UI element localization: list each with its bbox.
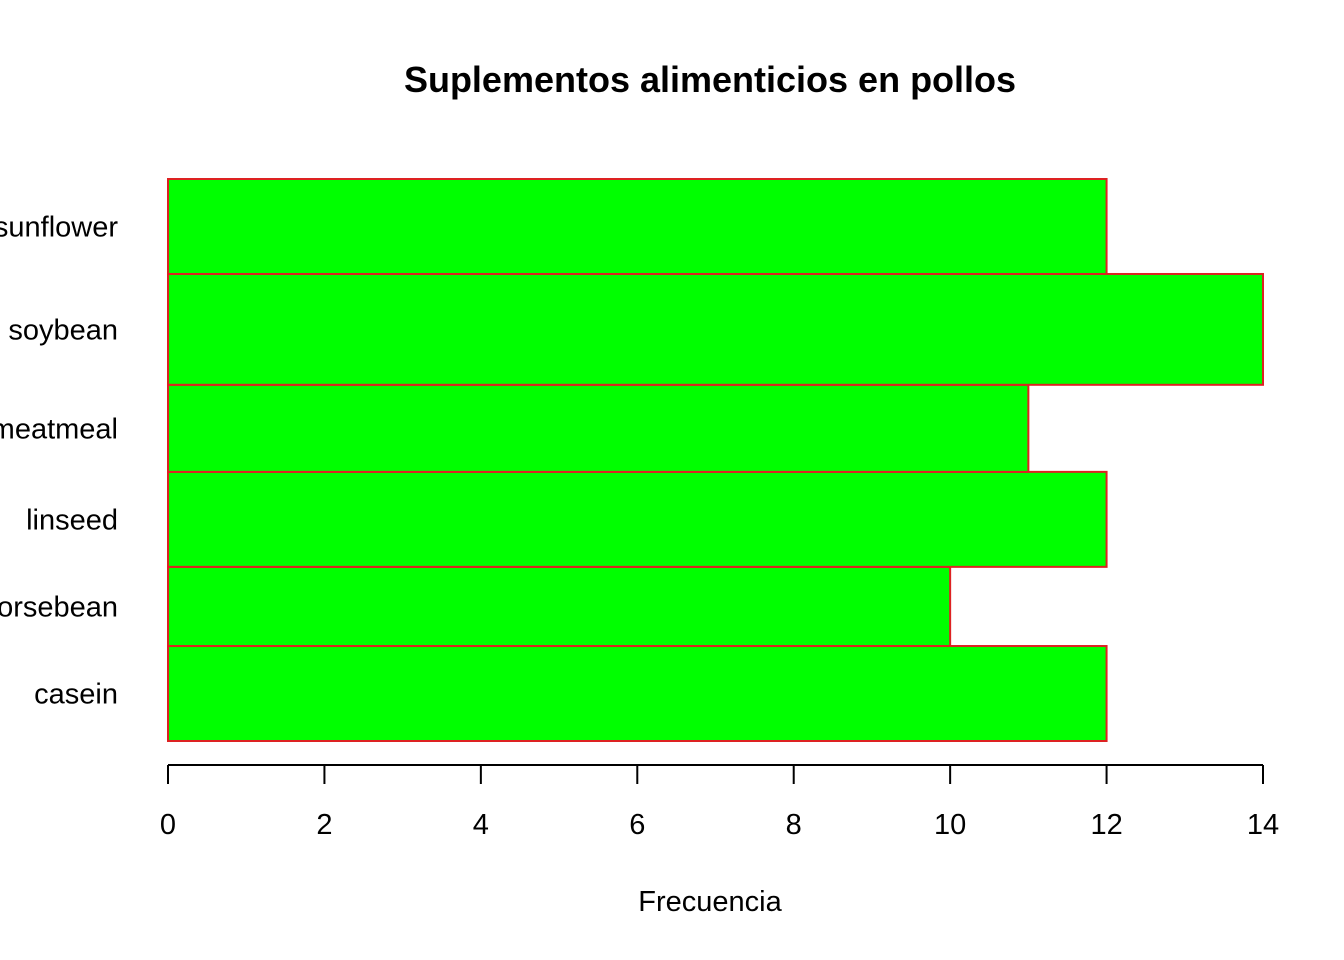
category-label-linseed: linseed — [26, 504, 118, 536]
x-tick-label-12: 12 — [1090, 809, 1122, 841]
x-tick-label-6: 6 — [629, 809, 645, 841]
x-tick-label-2: 2 — [316, 809, 332, 841]
bars-group — [167, 178, 1264, 743]
bar-soybean — [167, 272, 1264, 386]
bar-meatmeal — [167, 383, 1030, 473]
category-label-casein: casein — [34, 679, 118, 711]
bar-casein — [167, 645, 1108, 743]
x-tick-label-4: 4 — [473, 809, 489, 841]
bar-linseed — [167, 470, 1108, 568]
category-label-meatmeal: meatmeal — [0, 413, 118, 445]
x-tick-label-10: 10 — [934, 809, 966, 841]
chart-title: Suplementos alimenticios en pollos — [404, 59, 1016, 100]
category-label-horsebean: horsebean — [0, 591, 118, 623]
x-tick-label-0: 0 — [160, 809, 176, 841]
category-label-soybean: soybean — [8, 314, 118, 346]
x-tick-label-14: 14 — [1247, 809, 1279, 841]
bar-horsebean — [167, 565, 952, 648]
x-tick-label-8: 8 — [786, 809, 802, 841]
category-label-sunflower: sunflower — [0, 211, 118, 243]
x-axis-title: Frecuencia — [638, 886, 782, 918]
category-labels-group: casein horsebean linseed meatmeal soybean sun… — [0, 211, 118, 710]
bar-sunflower — [167, 178, 1108, 275]
x-axis: 0 2 4 6 8 10 12 14 — [160, 764, 1279, 841]
